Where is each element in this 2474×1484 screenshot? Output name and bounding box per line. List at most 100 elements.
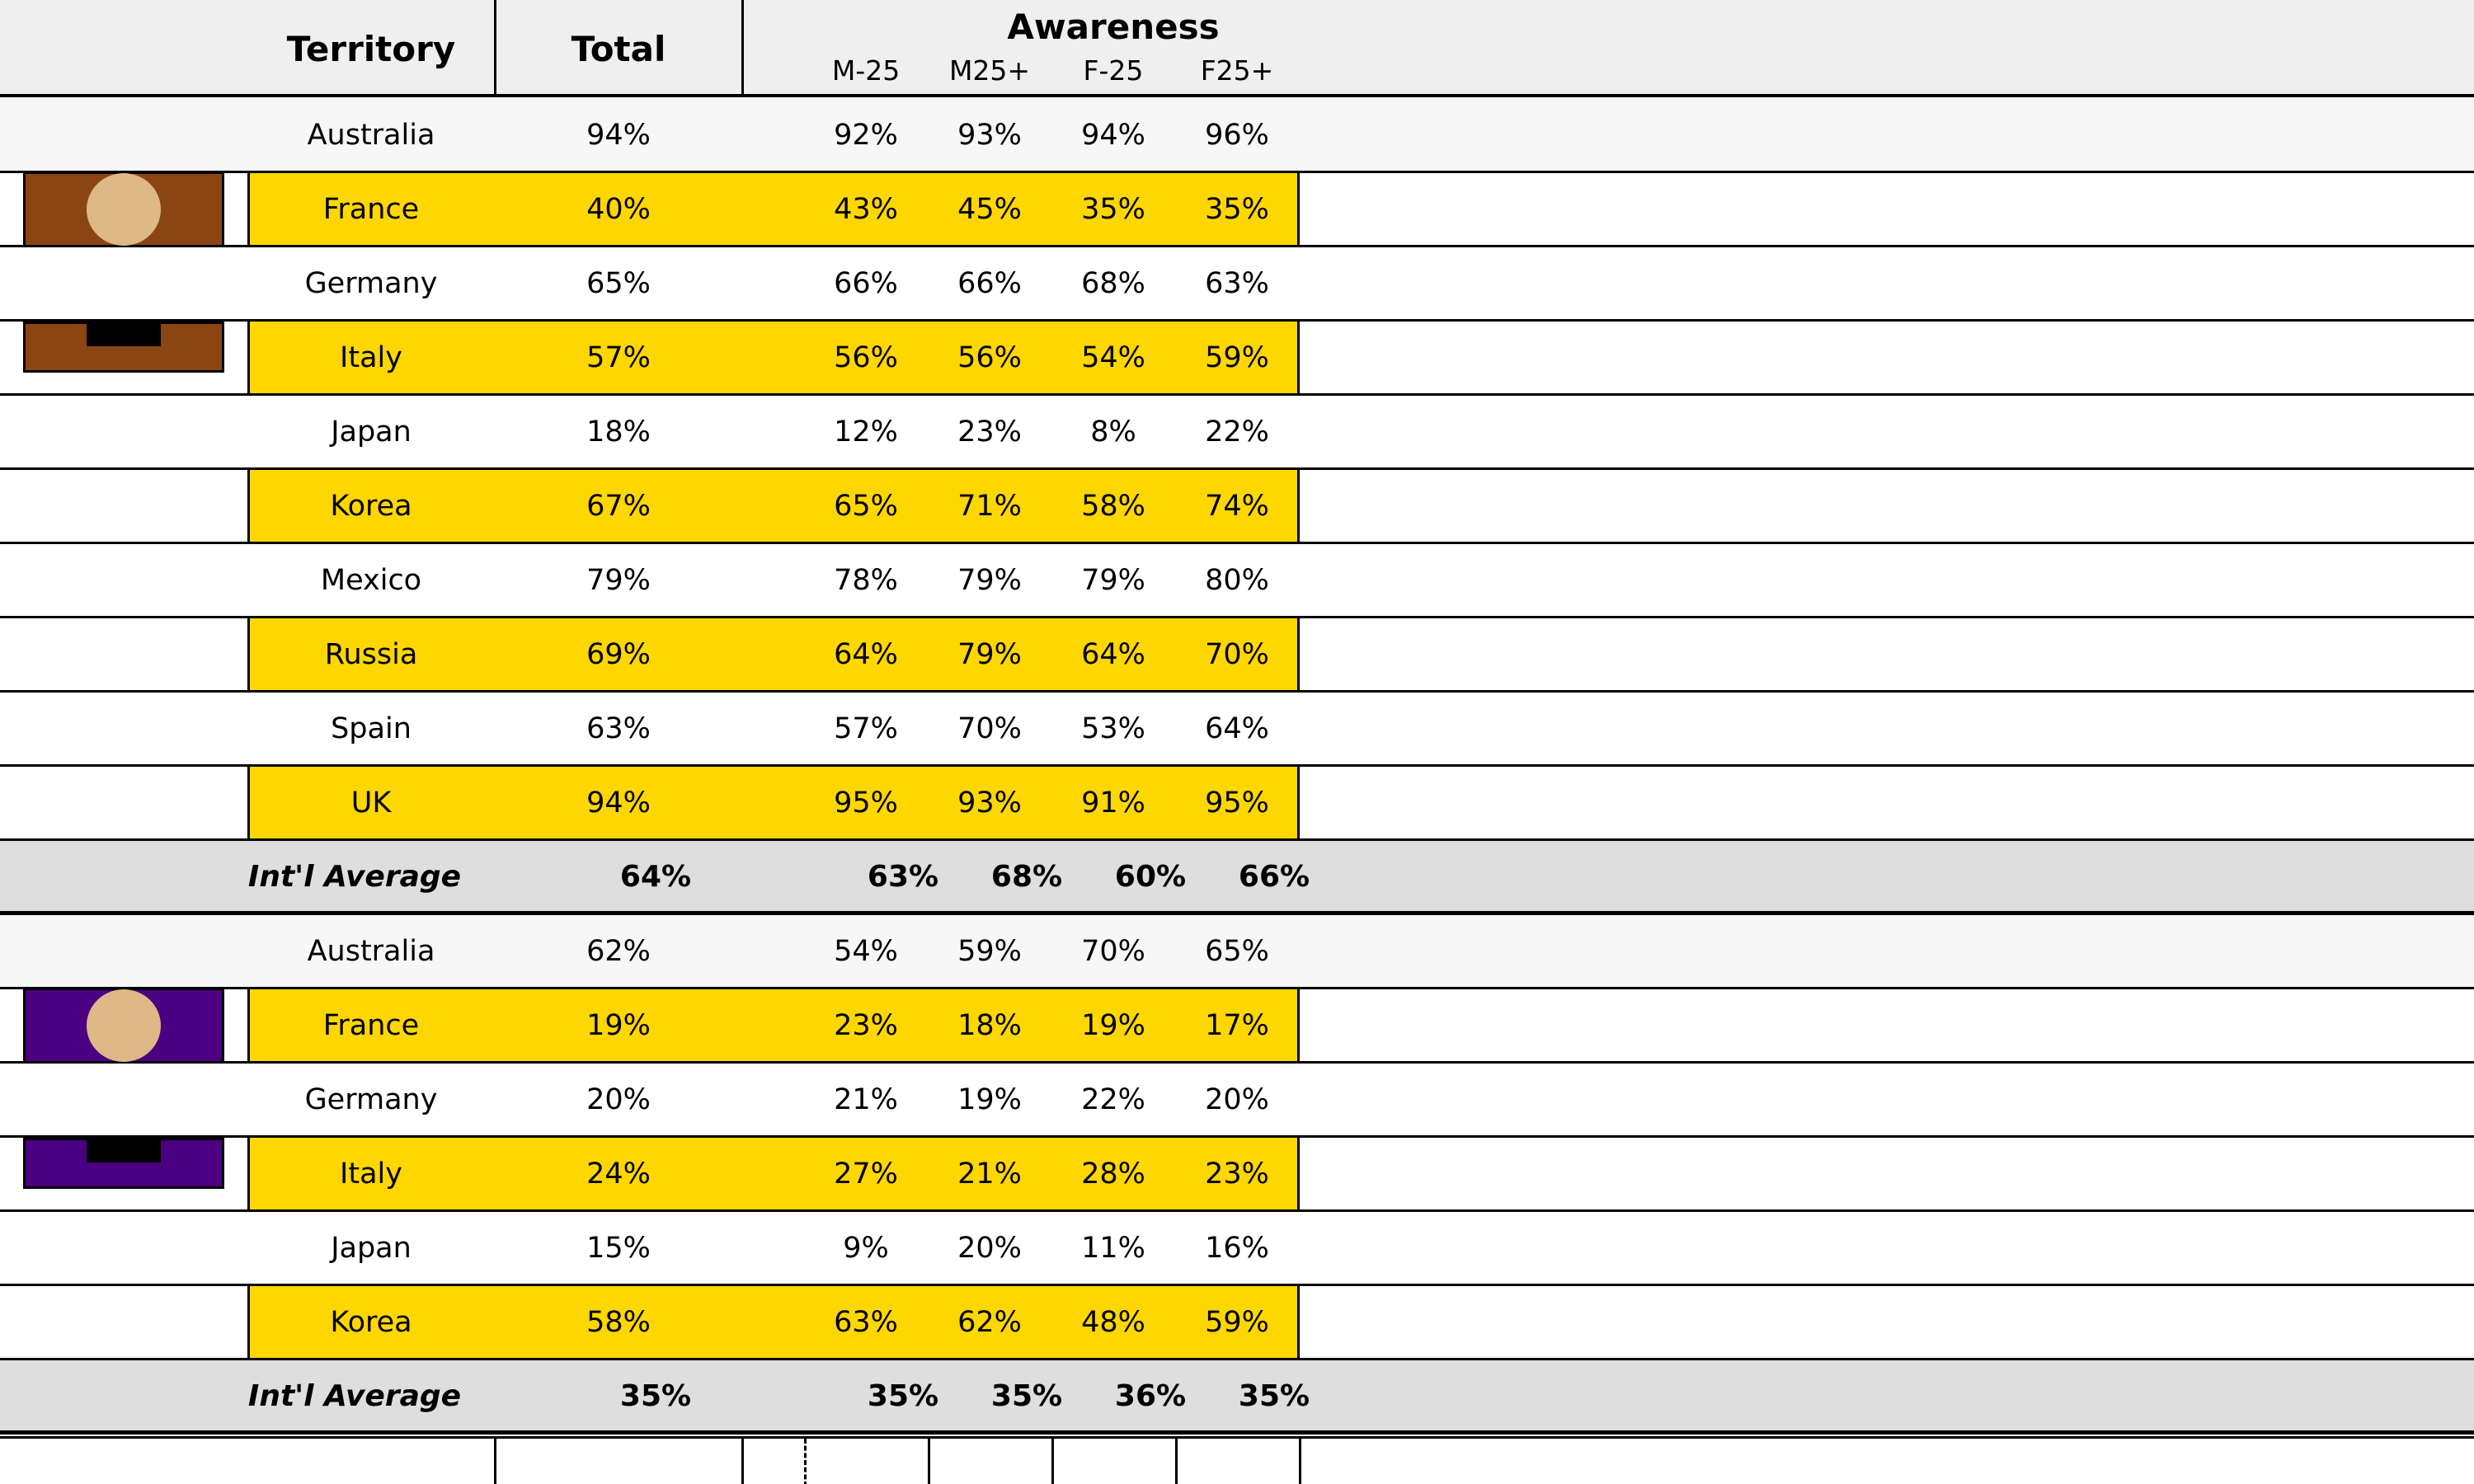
table-row: Japan 18% 12% 23% 8% 22% <box>0 396 2474 470</box>
total-header: Total <box>571 28 666 69</box>
header-divider <box>494 0 496 97</box>
cell-territory: Italy <box>340 340 402 374</box>
table-row: Italy 57% 56% 56% 54% 59% <box>0 322 2474 396</box>
person-belt <box>87 1139 161 1162</box>
row-highlight <box>247 470 1300 542</box>
table-row: Korea 67% 65% 71% 58% 74% <box>0 470 2474 544</box>
cell-territory: Spain <box>331 711 412 745</box>
segment-header-m-25plus: M25+ <box>948 54 1031 87</box>
cell-f-25plus: 65% <box>1205 934 1269 968</box>
cell-total: 57% <box>586 340 651 374</box>
average-total: 64% <box>619 860 692 894</box>
average-m-under25: 63% <box>867 860 939 894</box>
cell-total: 62% <box>586 934 651 968</box>
segment-header-m-under25: M-25 <box>831 54 901 87</box>
cell-f-25plus: 16% <box>1205 1231 1269 1265</box>
cell-m-under25: 65% <box>834 489 898 523</box>
row-highlight <box>247 989 1300 1061</box>
table-row: Russia 69% 64% 79% 64% 70% <box>0 618 2474 693</box>
cell-m-under25: 9% <box>843 1231 889 1265</box>
cell-m-25plus: 93% <box>957 118 1022 152</box>
cell-m-under25: 63% <box>834 1305 898 1339</box>
cell-territory: Australia <box>307 118 435 152</box>
cell-m-under25: 57% <box>834 711 898 745</box>
cell-f-25plus: 96% <box>1205 118 1269 152</box>
cell-territory: Korea <box>330 1305 412 1339</box>
cell-f-under25: 91% <box>1081 786 1145 819</box>
table-header: Territory Total Awareness M-25 M25+ F-25… <box>0 0 2474 97</box>
cell-total: 94% <box>586 786 651 819</box>
cell-m-under25: 64% <box>834 637 898 671</box>
footer-divider <box>1051 1439 1054 1484</box>
table-row: Germany 65% 66% 66% 68% 63% <box>0 247 2474 322</box>
cell-territory: Russia <box>324 637 418 671</box>
table-row: Mexico 79% 78% 79% 79% 80% <box>0 544 2474 618</box>
average-f-25plus: 35% <box>1238 1379 1310 1413</box>
cell-f-under25: 53% <box>1081 711 1145 745</box>
cell-f-under25: 8% <box>1090 415 1136 448</box>
cell-f-25plus: 35% <box>1205 192 1269 226</box>
table-row: Japan 15% 9% 20% 11% 16% <box>0 1212 2474 1286</box>
cell-m-25plus: 70% <box>957 711 1022 745</box>
cell-total: 67% <box>586 489 651 523</box>
cell-m-under25: 66% <box>834 266 898 300</box>
cell-f-25plus: 95% <box>1205 786 1269 819</box>
row-highlight <box>247 1286 1300 1358</box>
row-highlight <box>247 767 1300 838</box>
average-f-25plus: 66% <box>1238 860 1310 894</box>
cell-m-25plus: 18% <box>957 1008 1022 1042</box>
table-row: UK 94% 95% 93% 91% 95% <box>0 767 2474 841</box>
header-divider <box>741 0 744 97</box>
cell-f-under25: 94% <box>1081 118 1145 152</box>
cell-m-25plus: 79% <box>957 563 1022 597</box>
cell-m-under25: 95% <box>834 786 898 819</box>
cell-f-under25: 68% <box>1081 266 1145 300</box>
cell-m-25plus: 59% <box>957 934 1022 968</box>
cell-f-25plus: 70% <box>1205 637 1269 671</box>
cell-m-under25: 43% <box>834 192 898 226</box>
cell-territory: France <box>322 1008 420 1042</box>
average-m-25plus: 68% <box>990 860 1063 894</box>
cell-f-under25: 22% <box>1081 1082 1145 1116</box>
cell-m-25plus: 79% <box>957 637 1022 671</box>
cell-m-25plus: 20% <box>957 1231 1022 1265</box>
table-row: France 19% 23% 18% 19% 17% <box>0 989 2474 1064</box>
person-belt <box>87 323 161 346</box>
cell-territory: France <box>322 192 420 226</box>
table-row: Australia 62% 54% 59% 70% 65% <box>0 915 2474 989</box>
cell-f-25plus: 23% <box>1205 1157 1269 1190</box>
territory-header: Territory <box>286 28 456 69</box>
cell-total: 40% <box>586 192 651 226</box>
footer-divider <box>1175 1439 1178 1484</box>
average-label: Int'l Average <box>247 860 462 894</box>
cell-m-under25: 12% <box>834 415 898 448</box>
person-head <box>87 173 161 246</box>
cell-m-under25: 92% <box>834 118 898 152</box>
cell-total: 18% <box>586 415 651 448</box>
table-row: France 40% 43% 45% 35% 35% <box>0 173 2474 247</box>
cell-m-25plus: 62% <box>957 1305 1022 1339</box>
cell-f-25plus: 64% <box>1205 711 1269 745</box>
cell-f-under25: 79% <box>1081 563 1145 597</box>
cell-total: 24% <box>586 1157 651 1190</box>
average-total: 35% <box>619 1379 692 1413</box>
cell-territory: Japan <box>331 415 412 448</box>
cell-territory: Australia <box>307 934 435 968</box>
cell-m-under25: 56% <box>834 340 898 374</box>
cell-m-25plus: 45% <box>957 192 1022 226</box>
cell-m-25plus: 66% <box>957 266 1022 300</box>
cell-total: 15% <box>586 1231 651 1265</box>
cell-total: 58% <box>586 1305 651 1339</box>
row-highlight <box>247 322 1300 393</box>
cell-m-25plus: 71% <box>957 489 1022 523</box>
cell-total: 69% <box>586 637 651 671</box>
cell-f-under25: 48% <box>1081 1305 1145 1339</box>
average-row: Int'l Average 64% 63% 68% 60% 66% <box>0 841 2474 915</box>
cell-total: 63% <box>586 711 651 745</box>
cell-m-under25: 27% <box>834 1157 898 1190</box>
person-head <box>87 989 161 1062</box>
cell-m-25plus: 21% <box>957 1157 1022 1190</box>
cell-total: 65% <box>586 266 651 300</box>
cell-f-under25: 58% <box>1081 489 1145 523</box>
